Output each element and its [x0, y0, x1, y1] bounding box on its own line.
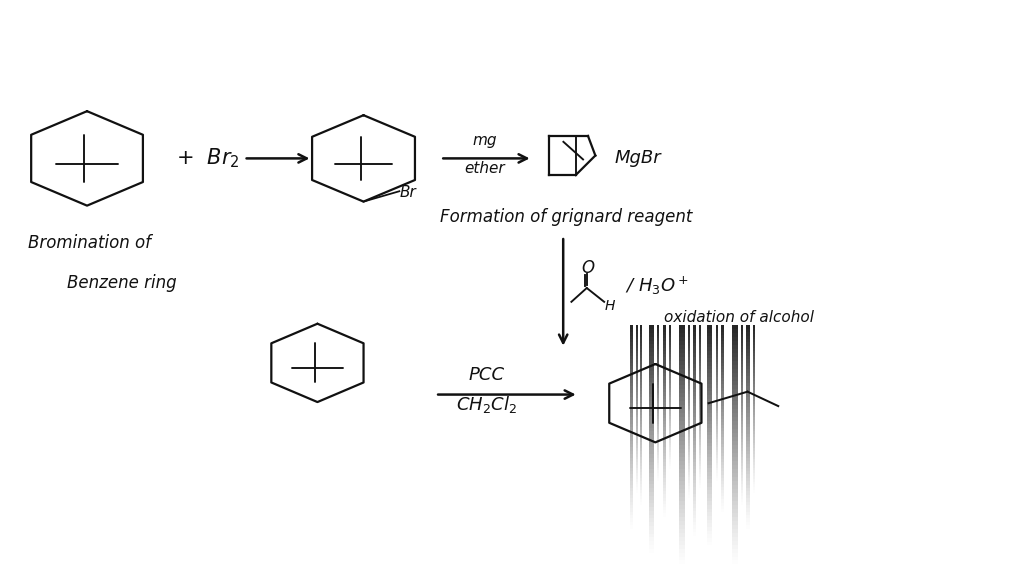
Text: H: H — [604, 300, 614, 313]
Text: $+$  Br$_2$: $+$ Br$_2$ — [176, 147, 240, 170]
Text: mg: mg — [472, 133, 497, 148]
Text: / H$_3$O$^+$: / H$_3$O$^+$ — [625, 275, 688, 297]
Text: ether: ether — [464, 161, 505, 176]
Text: MgBr: MgBr — [614, 149, 662, 168]
Text: Formation of grignard reagent: Formation of grignard reagent — [440, 208, 692, 226]
Text: Benzene ring: Benzene ring — [67, 274, 176, 292]
Text: Bromination of: Bromination of — [28, 234, 151, 252]
Text: Br: Br — [399, 185, 416, 200]
Text: PCC: PCC — [468, 366, 505, 384]
Text: oxidation of alcohol: oxidation of alcohol — [664, 310, 813, 325]
Text: CH$_2$Cl$_2$: CH$_2$Cl$_2$ — [456, 394, 517, 415]
Text: O: O — [582, 259, 595, 277]
